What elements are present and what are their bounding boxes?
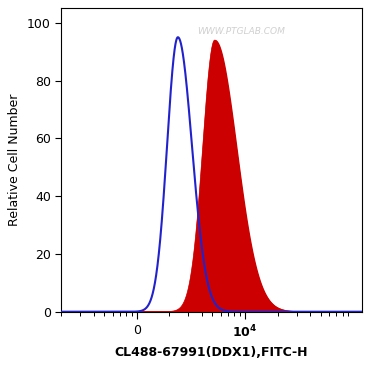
Y-axis label: Relative Cell Number: Relative Cell Number [9,94,21,226]
Text: WWW.PTGLAB.COM: WWW.PTGLAB.COM [198,26,285,36]
X-axis label: CL488-67991(DDX1),FITC-H: CL488-67991(DDX1),FITC-H [115,346,308,359]
